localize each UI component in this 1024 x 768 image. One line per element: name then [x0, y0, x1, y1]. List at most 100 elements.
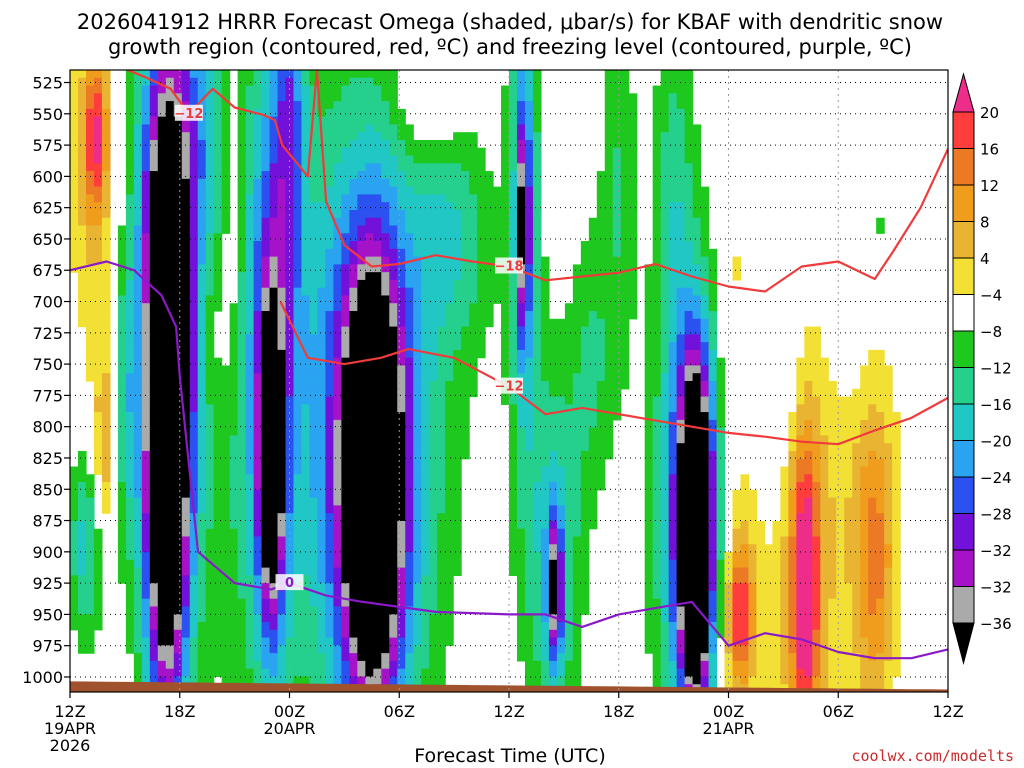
omega-cell [301, 139, 311, 149]
omega-cell [509, 248, 518, 258]
omega-cell [293, 202, 303, 211]
omega-cell [101, 311, 111, 320]
omega-cell [237, 489, 247, 499]
omega-cell [85, 342, 95, 351]
omega-cell [93, 272, 103, 281]
omega-cell [748, 559, 758, 569]
omega-cell [269, 155, 279, 164]
omega-cell [556, 544, 566, 553]
omega-cell [189, 334, 199, 343]
omega-cell [516, 575, 526, 584]
omega-cell [796, 450, 805, 460]
omega-cell [405, 342, 414, 351]
omega-cell [620, 233, 630, 242]
omega-cell [437, 209, 446, 219]
omega-cell [149, 435, 159, 444]
omega-cell [197, 520, 207, 530]
omega-cell [309, 520, 319, 530]
omega-cell [381, 427, 390, 437]
omega-cell [269, 435, 279, 444]
omega-cell [429, 381, 438, 390]
omega-cell [668, 528, 678, 538]
omega-cell [700, 202, 710, 211]
omega-cell [157, 342, 167, 351]
omega-cell [77, 318, 87, 328]
omega-cell [556, 458, 566, 468]
omega-cell [157, 365, 167, 374]
omega-cell [373, 124, 382, 133]
omega-cell [644, 567, 654, 576]
omega-cell [173, 241, 183, 250]
omega-cell [213, 497, 223, 507]
omega-cell [85, 256, 95, 265]
omega-cell [165, 171, 175, 180]
omega-cell [70, 482, 79, 491]
omega-cell [197, 419, 207, 429]
omega-cell [556, 419, 566, 429]
omega-cell [373, 147, 382, 157]
omega-cell [309, 264, 319, 273]
omega-cell [860, 466, 869, 475]
omega-cell [708, 450, 718, 460]
omega-cell [820, 427, 829, 437]
omega-cell [277, 365, 287, 374]
omega-cell [516, 466, 526, 475]
omega-cell [429, 435, 438, 444]
omega-cell [612, 311, 622, 320]
omega-cell [141, 155, 151, 164]
omega-cell [516, 544, 526, 553]
omega-cell [516, 209, 526, 219]
omega-cell [101, 373, 111, 382]
omega-cell [780, 583, 789, 592]
omega-cell [453, 248, 462, 258]
omega-cell [357, 489, 366, 499]
omega-cell [357, 326, 366, 335]
omega-cell [612, 287, 622, 297]
omega-cell [245, 552, 255, 561]
omega-cell [620, 202, 630, 211]
omega-cell [429, 583, 438, 592]
omega-cell [301, 93, 311, 102]
omega-cell [381, 318, 390, 328]
omega-cell [173, 85, 183, 94]
omega-cell [341, 520, 350, 530]
omega-cell [604, 132, 614, 141]
omega-cell [532, 388, 542, 398]
omega-cell [197, 505, 207, 514]
omega-cell [708, 404, 718, 413]
omega-cell [213, 155, 223, 164]
omega-cell [149, 412, 159, 421]
omega-cell [405, 311, 414, 320]
omega-cell [181, 466, 191, 475]
omega-cell [740, 567, 750, 576]
omega-cell [892, 505, 901, 514]
omega-cell [509, 544, 518, 553]
omega-cell [668, 171, 678, 180]
omega-cell [197, 116, 207, 126]
omega-cell [349, 381, 358, 390]
omega-cell [365, 427, 374, 437]
omega-cell [660, 225, 670, 234]
omega-cell [684, 528, 694, 538]
omega-cell [237, 520, 247, 530]
omega-cell [317, 528, 327, 538]
omega-cell [349, 295, 358, 304]
omega-cell [397, 186, 406, 196]
omega-cell [524, 178, 534, 188]
omega-cell [189, 388, 199, 398]
omega-cell [285, 482, 295, 491]
omega-cell [173, 412, 183, 421]
omega-cell [213, 116, 223, 126]
omega-cell [133, 489, 143, 499]
omega-cell [389, 171, 398, 180]
omega-cell [117, 225, 127, 234]
omega-cell [173, 248, 183, 258]
omega-cell [580, 435, 590, 444]
omega-cell [469, 342, 478, 351]
omega-cell [197, 139, 207, 149]
omega-cell [341, 544, 350, 553]
omega-cell [876, 373, 885, 382]
omega-cell [644, 373, 654, 382]
omega-cell [509, 435, 518, 444]
omega-cell [70, 186, 79, 196]
